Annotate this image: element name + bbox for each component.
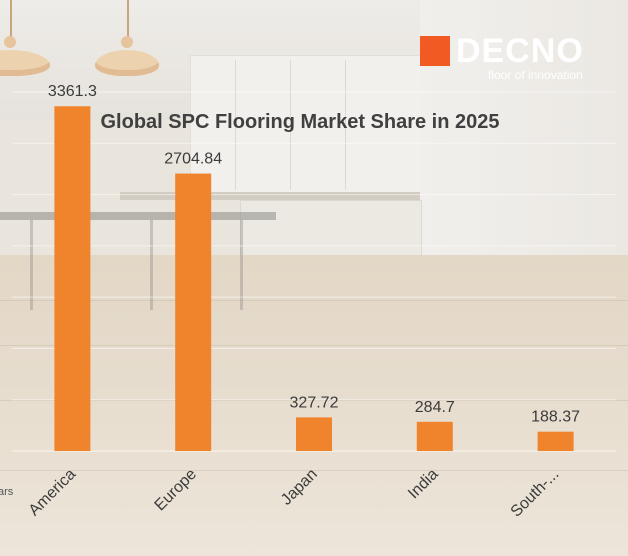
cabinet-seam bbox=[345, 60, 346, 190]
cabinet-seam bbox=[235, 60, 236, 190]
floor-plank bbox=[0, 300, 628, 301]
category-labels: America Europe Japan India South-... bbox=[26, 466, 563, 521]
category-tick-label: America bbox=[26, 466, 80, 520]
bar-japan bbox=[296, 417, 332, 451]
logo-tagline: floor of innovation bbox=[488, 68, 583, 82]
data-label: 188.37 bbox=[531, 409, 580, 426]
bars bbox=[54, 106, 574, 451]
clipped-axis-fragment: ars bbox=[0, 486, 14, 498]
kitchen-counter bbox=[120, 192, 420, 200]
table-leg bbox=[30, 220, 33, 310]
category-tick-label: Europe bbox=[152, 466, 201, 515]
bar-europe bbox=[175, 173, 212, 451]
category-tick-label: Japan bbox=[278, 466, 321, 509]
lower-cabinets bbox=[240, 200, 422, 257]
data-label: 327.72 bbox=[290, 394, 339, 411]
floor-plank bbox=[0, 345, 628, 346]
data-labels: 3361.3 2704.84 327.72 284.7 188.37 bbox=[48, 83, 580, 425]
bar-america bbox=[54, 106, 91, 451]
right-wall bbox=[420, 0, 628, 300]
bar-south bbox=[537, 431, 574, 451]
dining-table bbox=[0, 212, 276, 220]
floor-plank bbox=[0, 400, 628, 401]
category-tick-label: India bbox=[405, 466, 442, 503]
gridlines bbox=[12, 91, 616, 452]
brand-logo: DECNO floor of innovation bbox=[420, 32, 600, 84]
logo-square-icon bbox=[420, 36, 450, 66]
category-tick-label: South-... bbox=[508, 466, 563, 521]
upper-cabinets bbox=[190, 55, 422, 197]
floor-plank bbox=[0, 470, 628, 471]
data-label: 2704.84 bbox=[164, 151, 222, 168]
chart-title: Global SPC Flooring Market Share in 2025 bbox=[100, 111, 500, 133]
cabinet-seam bbox=[290, 60, 291, 190]
wood-floor bbox=[0, 255, 628, 556]
table-leg bbox=[240, 220, 243, 310]
logo-wordmark: DECNO bbox=[456, 32, 584, 70]
data-label: 3361.3 bbox=[48, 83, 97, 100]
bar-india bbox=[416, 421, 453, 451]
data-label: 284.7 bbox=[415, 399, 455, 416]
table-leg bbox=[150, 220, 153, 310]
